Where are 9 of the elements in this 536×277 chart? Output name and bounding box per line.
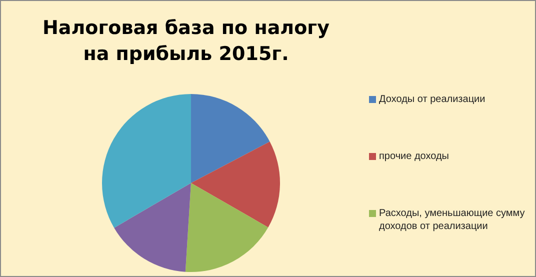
legend-label: прочие доходы	[379, 150, 449, 163]
pie-slice	[102, 94, 191, 228]
legend-label: Расходы, уменьшающие сумму доходов от реализации	[379, 207, 526, 233]
pie-slice	[191, 94, 270, 183]
chart-title: Налоговая база по налогу на прибыль 2015г.	[42, 16, 330, 67]
pie-slice	[191, 142, 280, 228]
legend-label: Доходы от реализации	[379, 93, 486, 106]
pie-slice	[185, 183, 268, 272]
pie-slice	[114, 183, 191, 272]
